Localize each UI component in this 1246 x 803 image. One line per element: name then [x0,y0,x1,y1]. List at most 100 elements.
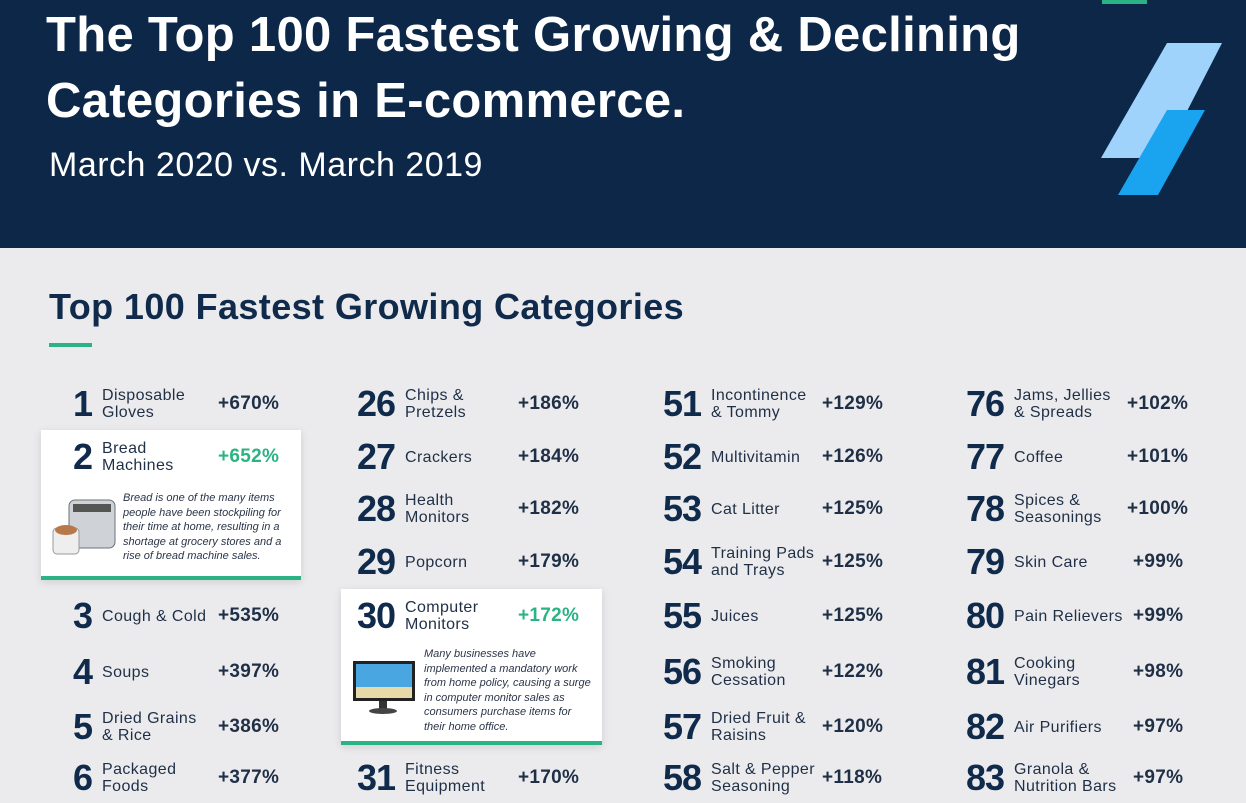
category-name: Granola & Nutrition Bars [1014,761,1117,795]
category-name: Training Pads and Trays [711,545,815,579]
growth-percent: +129% [822,393,884,414]
list-item: 31 Fitness Equipment +170% [340,753,600,803]
category-name: Packaged Foods [102,761,177,795]
list-item: 6 Packaged Foods +377% [40,753,300,803]
category-name: Juices [711,607,759,625]
growth-percent: +125% [822,551,884,572]
growth-percent: +100% [1127,498,1189,519]
rank-number: 54 [662,541,702,582]
category-name: Multivitamin [711,448,801,466]
list-item: 77 Coffee +101% [947,432,1207,482]
category-name: Incontinence & Tommy [711,387,807,421]
growth-percent: +179% [518,551,580,572]
growth-percent: +126% [822,446,884,467]
rank-number: 6 [72,757,93,798]
list-item: 2 Bread Machines +652% [40,432,300,482]
category-name: Skin Care [1014,553,1088,571]
rank-number: 53 [662,488,702,529]
rank-number: 51 [662,383,702,424]
rank-number: 26 [356,383,396,424]
highlight-card: Many businesses have implemented a manda… [341,589,602,745]
bread-machine-icon [52,499,116,555]
accent-bar [1102,0,1147,4]
list-item: 55 Juices +125% [644,591,904,641]
title-line-2: Categories in E-commerce. [46,74,686,128]
rank-number: 2 [72,436,93,477]
growth-percent: +172% [518,605,580,626]
list-item: 1 Disposable Gloves +670% [40,379,300,429]
category-name: Disposable Gloves [102,387,186,421]
list-item: 52 Multivitamin +126% [644,432,904,482]
category-name: Cooking Vinegars [1014,655,1081,689]
rank-number: 1 [72,383,93,424]
list-item: 53 Cat Litter +125% [644,484,904,534]
rank-number: 82 [965,706,1005,747]
list-item: 58 Salt & Pepper Seasoning +118% [644,753,904,803]
growth-percent: +98% [1133,661,1184,682]
highlight-card: Bread is one of the many items people ha… [41,430,301,580]
growth-percent: +102% [1127,393,1189,414]
category-name: Jams, Jellies & Spreads [1014,387,1111,421]
growth-percent: +535% [218,605,280,626]
rank-number: 5 [72,706,93,747]
list-item: 26 Chips & Pretzels +186% [340,379,600,429]
category-name: Cat Litter [711,500,780,518]
growth-percent: +125% [822,605,884,626]
computer-monitor-icon [353,661,415,714]
rank-number: 57 [662,706,702,747]
list-item: 3 Cough & Cold +535% [40,591,300,641]
growth-percent: +386% [218,716,280,737]
page-subtitle: March 2020 vs. March 2019 [49,146,483,184]
rank-number: 58 [662,757,702,798]
list-item: 56 Smoking Cessation +122% [644,647,904,697]
list-item: 54 Training Pads and Trays +125% [644,537,904,587]
category-name: Pain Relievers [1014,607,1123,625]
growth-percent: +170% [518,767,580,788]
growth-percent: +397% [218,661,280,682]
rank-number: 81 [965,651,1005,692]
category-name: Soups [102,663,150,681]
list-item: 78 Spices & Seasonings +100% [947,484,1207,534]
growth-percent: +377% [218,767,280,788]
rank-number: 28 [356,488,396,529]
list-item: 81 Cooking Vinegars +98% [947,647,1207,697]
list-item: 82 Air Purifiers +97% [947,702,1207,752]
growth-percent: +99% [1133,605,1184,626]
growth-percent: +118% [822,767,883,788]
growth-percent: +120% [822,716,884,737]
growth-percent: +670% [218,393,280,414]
list-item: 80 Pain Relievers +99% [947,591,1207,641]
category-name: Dried Grains & Rice [102,710,197,744]
rank-number: 77 [965,436,1005,477]
list-item: 79 Skin Care +99% [947,537,1207,587]
growth-percent: +652% [218,446,280,467]
rank-number: 29 [356,541,396,582]
list-item: 51 Incontinence & Tommy +129% [644,379,904,429]
rank-number: 83 [965,757,1005,798]
list-item: 29 Popcorn +179% [340,537,600,587]
growth-percent: +97% [1133,767,1184,788]
growth-percent: +99% [1133,551,1184,572]
lightning-logo-icon [1101,0,1222,195]
growth-percent: +125% [822,498,884,519]
rank-number: 30 [356,595,396,636]
category-name: Chips & Pretzels [405,387,466,421]
growth-percent: +122% [822,661,884,682]
rank-number: 27 [356,436,396,477]
list-item: 27 Crackers +184% [340,432,600,482]
rank-number: 80 [965,595,1005,636]
rank-number: 52 [662,436,702,477]
category-name: Air Purifiers [1014,718,1102,736]
category-name: Computer Monitors [405,599,479,633]
growth-percent: +184% [518,446,580,467]
category-name: Crackers [405,448,473,466]
list-item: 57 Dried Fruit & Raisins +120% [644,702,904,752]
page-title: The Top 100 Fastest Growing & Declining … [46,2,1021,134]
category-name: Popcorn [405,553,468,571]
title-line-1: The Top 100 Fastest Growing & Declining [46,8,1021,62]
rank-number: 76 [965,383,1005,424]
rank-number: 55 [662,595,702,636]
category-name: Health Monitors [405,492,470,526]
list-item: 4 Soups +397% [40,647,300,697]
category-name: Fitness Equipment [405,761,486,795]
